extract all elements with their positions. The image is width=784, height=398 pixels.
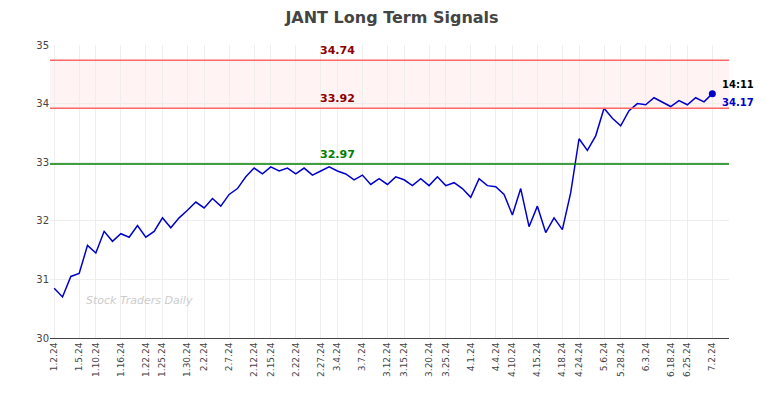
svg-text:1.5.24: 1.5.24 [74, 342, 84, 371]
svg-text:Stock Traders Daily: Stock Traders Daily [86, 294, 193, 307]
svg-text:31: 31 [36, 274, 49, 285]
svg-text:2.27.24: 2.27.24 [316, 342, 326, 377]
svg-text:14:11: 14:11 [722, 79, 754, 90]
svg-text:1.16.24: 1.16.24 [116, 342, 126, 377]
svg-text:2.12.24: 2.12.24 [249, 342, 259, 377]
svg-text:2.22.24: 2.22.24 [291, 342, 301, 377]
svg-text:3.12.24: 3.12.24 [382, 342, 392, 377]
svg-text:7.2.24: 7.2.24 [707, 342, 717, 371]
svg-text:2.15.24: 2.15.24 [266, 342, 276, 377]
svg-text:3.4.24: 3.4.24 [332, 342, 342, 371]
svg-text:6.18.24: 6.18.24 [666, 342, 676, 377]
svg-text:1.22.24: 1.22.24 [141, 342, 151, 377]
svg-text:30: 30 [36, 333, 49, 344]
svg-text:4.24.24: 4.24.24 [574, 342, 584, 377]
svg-text:3.20.24: 3.20.24 [424, 342, 434, 377]
svg-text:32: 32 [36, 215, 49, 226]
svg-text:4.1.24: 4.1.24 [466, 342, 476, 371]
svg-text:5.28.24: 5.28.24 [616, 342, 626, 377]
svg-text:34: 34 [36, 98, 49, 109]
svg-text:4.18.24: 4.18.24 [557, 342, 567, 377]
svg-text:33: 33 [36, 157, 49, 168]
svg-text:3.15.24: 3.15.24 [399, 342, 409, 377]
svg-text:5.6.24: 5.6.24 [599, 342, 609, 371]
svg-text:32.97: 32.97 [320, 148, 355, 161]
svg-text:JANT Long Term Signals: JANT Long Term Signals [284, 8, 498, 27]
svg-text:1.10.24: 1.10.24 [91, 342, 101, 377]
svg-text:4.10.24: 4.10.24 [507, 342, 517, 377]
svg-text:4.15.24: 4.15.24 [532, 342, 542, 377]
svg-text:2.2.24: 2.2.24 [199, 342, 209, 371]
svg-text:3.7.24: 3.7.24 [357, 342, 367, 371]
svg-text:1.25.24: 1.25.24 [157, 342, 167, 377]
svg-text:34.74: 34.74 [320, 44, 355, 57]
svg-text:1.2.24: 1.2.24 [49, 342, 59, 371]
svg-text:33.92: 33.92 [320, 92, 355, 105]
svg-text:3.25.24: 3.25.24 [441, 342, 451, 377]
svg-text:34.17: 34.17 [722, 97, 754, 108]
svg-text:6.3.24: 6.3.24 [641, 342, 651, 371]
svg-text:2.7.24: 2.7.24 [224, 342, 234, 371]
svg-text:6.25.24: 6.25.24 [682, 342, 692, 377]
svg-text:1.30.24: 1.30.24 [182, 342, 192, 377]
svg-text:35: 35 [36, 40, 49, 51]
svg-text:4.4.24: 4.4.24 [491, 342, 501, 371]
